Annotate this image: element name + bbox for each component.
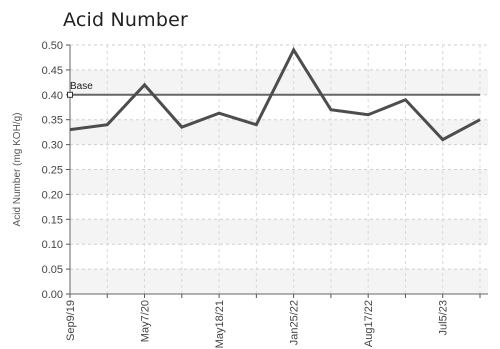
y-tick-label: 0.05 [42, 264, 63, 276]
y-tick-label: 0.45 [42, 65, 63, 77]
x-tick-label: Jul5/23 [438, 300, 450, 335]
y-tick-label: 0.15 [42, 214, 63, 226]
y-tick-label: 0.25 [42, 165, 63, 177]
plot-band [70, 269, 488, 294]
series-line [69, 46, 481, 142]
chart-title: Acid Number [63, 9, 189, 31]
x-tick-label: May18/21 [214, 300, 226, 348]
series-lines [69, 46, 481, 142]
base-reference-label: Base [70, 81, 93, 92]
axes [66, 44, 488, 298]
x-tick-label: Sep9/19 [65, 300, 77, 341]
y-tick-label: 0.00 [42, 289, 63, 301]
x-tick-labels: Sep9/19 May7/20 May18/21 Jan25/22 Aug17/22 Ju… [65, 300, 450, 348]
plot-band [70, 119, 488, 145]
y-tick-label: 0.30 [42, 140, 63, 152]
y-axis-title: Acid Number (mg KOH/g) [12, 113, 23, 227]
x-tick-label: Aug17/22 [363, 300, 375, 347]
base-reference-marker [67, 91, 73, 98]
y-tick-label: 0.20 [42, 189, 63, 201]
x-tick-label: May7/20 [140, 300, 152, 342]
y-tick-label: 0.35 [42, 115, 63, 127]
plot-band [70, 219, 488, 245]
y-tick-label: 0.10 [42, 239, 63, 251]
y-tick-labels: 0.00 0.05 0.10 0.15 0.20 0.25 0.30 0.35 0.40 0.45… [42, 40, 63, 301]
plot-background-bands [70, 69, 488, 294]
base-reference: Base [67, 81, 480, 98]
x-tick-label: Jan25/22 [289, 300, 301, 345]
plot-band [70, 169, 488, 195]
y-tick-label: 0.50 [42, 40, 63, 52]
y-tick-label: 0.40 [42, 90, 63, 102]
